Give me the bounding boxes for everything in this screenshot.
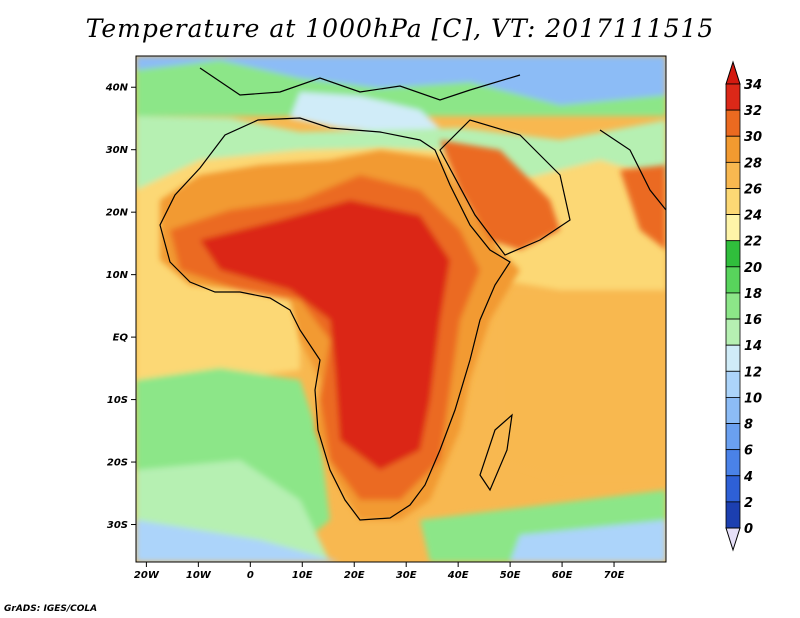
lat-tick-label: 40N — [105, 83, 129, 94]
coastlines — [159, 67, 666, 521]
longitude-axis: 20W 10W 0 10E 20E 30E 40E 50E 60E 70E — [134, 562, 625, 581]
colorbar-segment — [725, 292, 741, 320]
lon-tick-label: 70E — [604, 570, 625, 581]
colorbar-label: 16 — [744, 313, 762, 328]
colorbar-segment — [725, 188, 741, 215]
colorbar-top-arrow — [725, 60, 741, 85]
lon-tick-label: 60E — [552, 570, 573, 581]
north-africa-green-zone — [136, 116, 666, 190]
lon-tick-label: 20W — [134, 570, 160, 581]
colorbar-label: 10 — [744, 391, 762, 406]
colorbar-segment — [725, 83, 741, 111]
lon-tick-label: 0 — [247, 570, 254, 581]
colorbar-segment — [725, 370, 741, 398]
lon-tick-label: 10E — [292, 570, 313, 581]
colorbar-segment — [725, 240, 741, 268]
colorbar-label: 18 — [744, 287, 762, 302]
colorbar-segment — [725, 266, 741, 294]
colorbar-segment — [725, 397, 741, 424]
colorbar-label: 34 — [744, 78, 762, 93]
lat-tick-label: 20S — [107, 458, 128, 469]
lat-tick-label: 30N — [106, 145, 129, 156]
indian-ocean-zone — [500, 290, 666, 480]
colorbar-segment — [725, 501, 741, 529]
colorbar-label: 14 — [744, 339, 762, 354]
lat-tick-label: 10S — [107, 395, 128, 406]
india-coastline — [599, 129, 666, 211]
grads-credit: GrADS: IGES/COLA — [4, 604, 98, 614]
map-frame — [135, 55, 667, 563]
colorbar-label: 6 — [744, 444, 753, 459]
europe-coastline — [199, 67, 521, 101]
colorbar-segment — [725, 475, 741, 503]
colorbar-segment — [725, 449, 741, 477]
colorbar-segment — [725, 344, 741, 372]
arabia-coastline — [439, 119, 571, 256]
lat-tick-label: 10N — [106, 270, 129, 281]
lon-tick-label: 20E — [344, 570, 365, 581]
colorbar-segment — [725, 161, 741, 189]
colorbar-label: 30 — [744, 130, 762, 145]
africa-hottest-land — [200, 200, 450, 470]
colorbar-label: 8 — [744, 418, 753, 433]
temperature-field — [136, 56, 666, 562]
colorbar-label: 32 — [744, 104, 762, 119]
colorbar-bottom-arrow — [725, 527, 741, 552]
lat-tick-label: 30S — [107, 520, 128, 531]
africa-coastline — [159, 117, 511, 521]
colorbar-segment — [725, 109, 741, 137]
lon-tick-label: 10W — [186, 570, 212, 581]
map-title: Temperature at 1000hPa [C], VT: 20171115… — [85, 14, 715, 43]
colorbar-label: 0 — [744, 522, 753, 537]
colorbar-label: 26 — [744, 182, 762, 197]
colorbar-label: 24 — [744, 209, 762, 224]
lat-tick-label: EQ — [113, 333, 129, 344]
colorbar-label: 2 — [744, 496, 753, 511]
colorbar-label: 4 — [743, 470, 753, 485]
lat-tick-label: 20N — [106, 208, 129, 219]
colorbar-label: 12 — [744, 365, 762, 380]
latitude-axis: 40N 30N 20N 10N EQ 10S 20S 30S — [105, 83, 136, 531]
colorbar-label: 22 — [744, 235, 762, 250]
colorbar-segment — [725, 214, 741, 242]
colorbar-label: 20 — [744, 261, 762, 276]
lon-tick-label: 50E — [500, 570, 521, 581]
europe-cool-zone — [136, 56, 666, 105]
mediterranean-zone — [290, 92, 440, 132]
far-south-zone — [136, 520, 340, 562]
colorbar-segment — [725, 318, 741, 346]
colorbar-segment — [725, 423, 741, 451]
colorbar-label: 28 — [744, 156, 762, 171]
lon-tick-label: 40E — [447, 570, 469, 581]
madagascar-coastline — [479, 413, 513, 492]
southern-indian-blue-zone — [510, 520, 666, 562]
arabia-warm-land — [440, 140, 560, 250]
india-warm-land — [620, 165, 666, 250]
colorbar-segment — [725, 135, 741, 163]
atlantic-tropical-zone — [136, 290, 300, 390]
lon-tick-label: 30E — [396, 570, 417, 581]
